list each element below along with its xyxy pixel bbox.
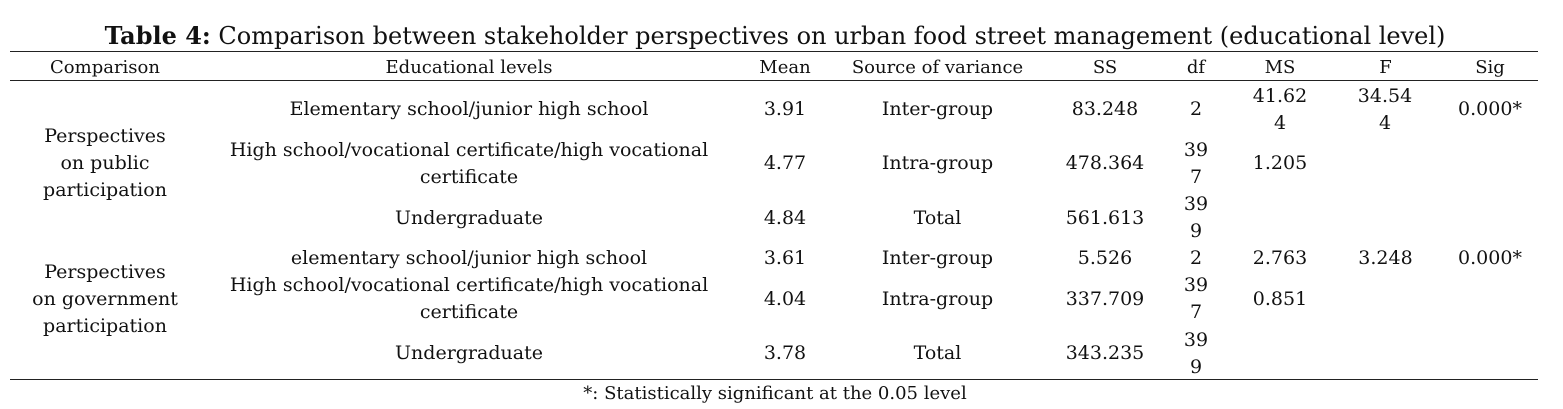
header-ss: SS xyxy=(1092,57,1118,78)
table-caption: Table 4: Comparison between stakeholder … xyxy=(0,21,1550,51)
educational-level-cell: Undergraduate xyxy=(395,207,543,229)
source-of-variance-cell: Intra-group xyxy=(881,152,994,174)
source-of-variance-cell: Inter-group xyxy=(881,247,994,269)
educational-level-cell: Undergraduate xyxy=(395,342,543,364)
group-comparison-label: Perspectives on government participation xyxy=(32,261,178,337)
ss-cell: 5.526 xyxy=(1077,247,1133,269)
source-of-variance-cell: Total xyxy=(913,207,962,229)
source-of-variance-cell: Total xyxy=(913,342,962,364)
educational-level-cell: Elementary school/junior high school xyxy=(289,98,649,120)
header-comparison: Comparison xyxy=(50,57,160,78)
table-top-rule xyxy=(10,51,1538,52)
f-cell: 34.544 xyxy=(1357,85,1413,134)
header-ms: MS xyxy=(1264,57,1296,78)
group-comparison-label: Perspectives on public participation xyxy=(43,125,167,201)
table-bottom-rule xyxy=(10,379,1538,380)
source-of-variance-cell: Intra-group xyxy=(881,288,994,310)
table-caption-label: Table 4: xyxy=(104,21,211,50)
header-mean: Mean xyxy=(759,57,811,78)
table-caption-text: Comparison between stakeholder perspecti… xyxy=(218,22,1446,50)
educational-level-cell: High school/vocational certificate/high … xyxy=(229,139,709,188)
f-cell: 3.248 xyxy=(1358,247,1413,269)
educational-level-cell: elementary school/junior high school xyxy=(290,247,648,269)
ms-cell: 1.205 xyxy=(1252,152,1308,174)
df-cell: 399 xyxy=(1183,193,1209,242)
header-source-of-variance: Source of variance xyxy=(851,57,1024,78)
df-cell: 397 xyxy=(1183,274,1209,323)
header-df: df xyxy=(1186,57,1206,78)
mean-cell: 3.78 xyxy=(763,342,807,364)
sig-cell: 0.000* xyxy=(1458,98,1522,120)
df-cell: 399 xyxy=(1183,329,1209,378)
source-of-variance-cell: Inter-group xyxy=(881,98,994,120)
mean-cell: 4.77 xyxy=(763,152,807,174)
ms-cell: 0.851 xyxy=(1252,288,1308,310)
df-cell: 397 xyxy=(1183,139,1209,188)
ms-cell: 41.624 xyxy=(1252,85,1308,134)
table-header-rule xyxy=(10,80,1538,81)
ss-cell: 478.364 xyxy=(1065,152,1145,174)
ss-cell: 337.709 xyxy=(1065,288,1145,310)
ss-cell: 83.248 xyxy=(1071,98,1139,120)
header-f: F xyxy=(1379,57,1392,78)
df-cell: 2 xyxy=(1189,98,1203,120)
table-footnote: *: Statistically significant at the 0.05… xyxy=(583,383,967,404)
mean-cell: 4.84 xyxy=(763,207,807,229)
ss-cell: 343.235 xyxy=(1065,342,1145,364)
sig-cell: 0.000* xyxy=(1458,247,1522,269)
ss-cell: 561.613 xyxy=(1065,207,1145,229)
mean-cell: 4.04 xyxy=(763,288,807,310)
mean-cell: 3.91 xyxy=(763,98,807,120)
educational-level-cell: High school/vocational certificate/high … xyxy=(229,274,709,323)
header-sig: Sig xyxy=(1475,57,1505,78)
header-educational-levels: Educational levels xyxy=(385,57,553,78)
ms-cell: 2.763 xyxy=(1252,247,1308,269)
df-cell: 2 xyxy=(1189,247,1203,269)
mean-cell: 3.61 xyxy=(763,247,807,269)
